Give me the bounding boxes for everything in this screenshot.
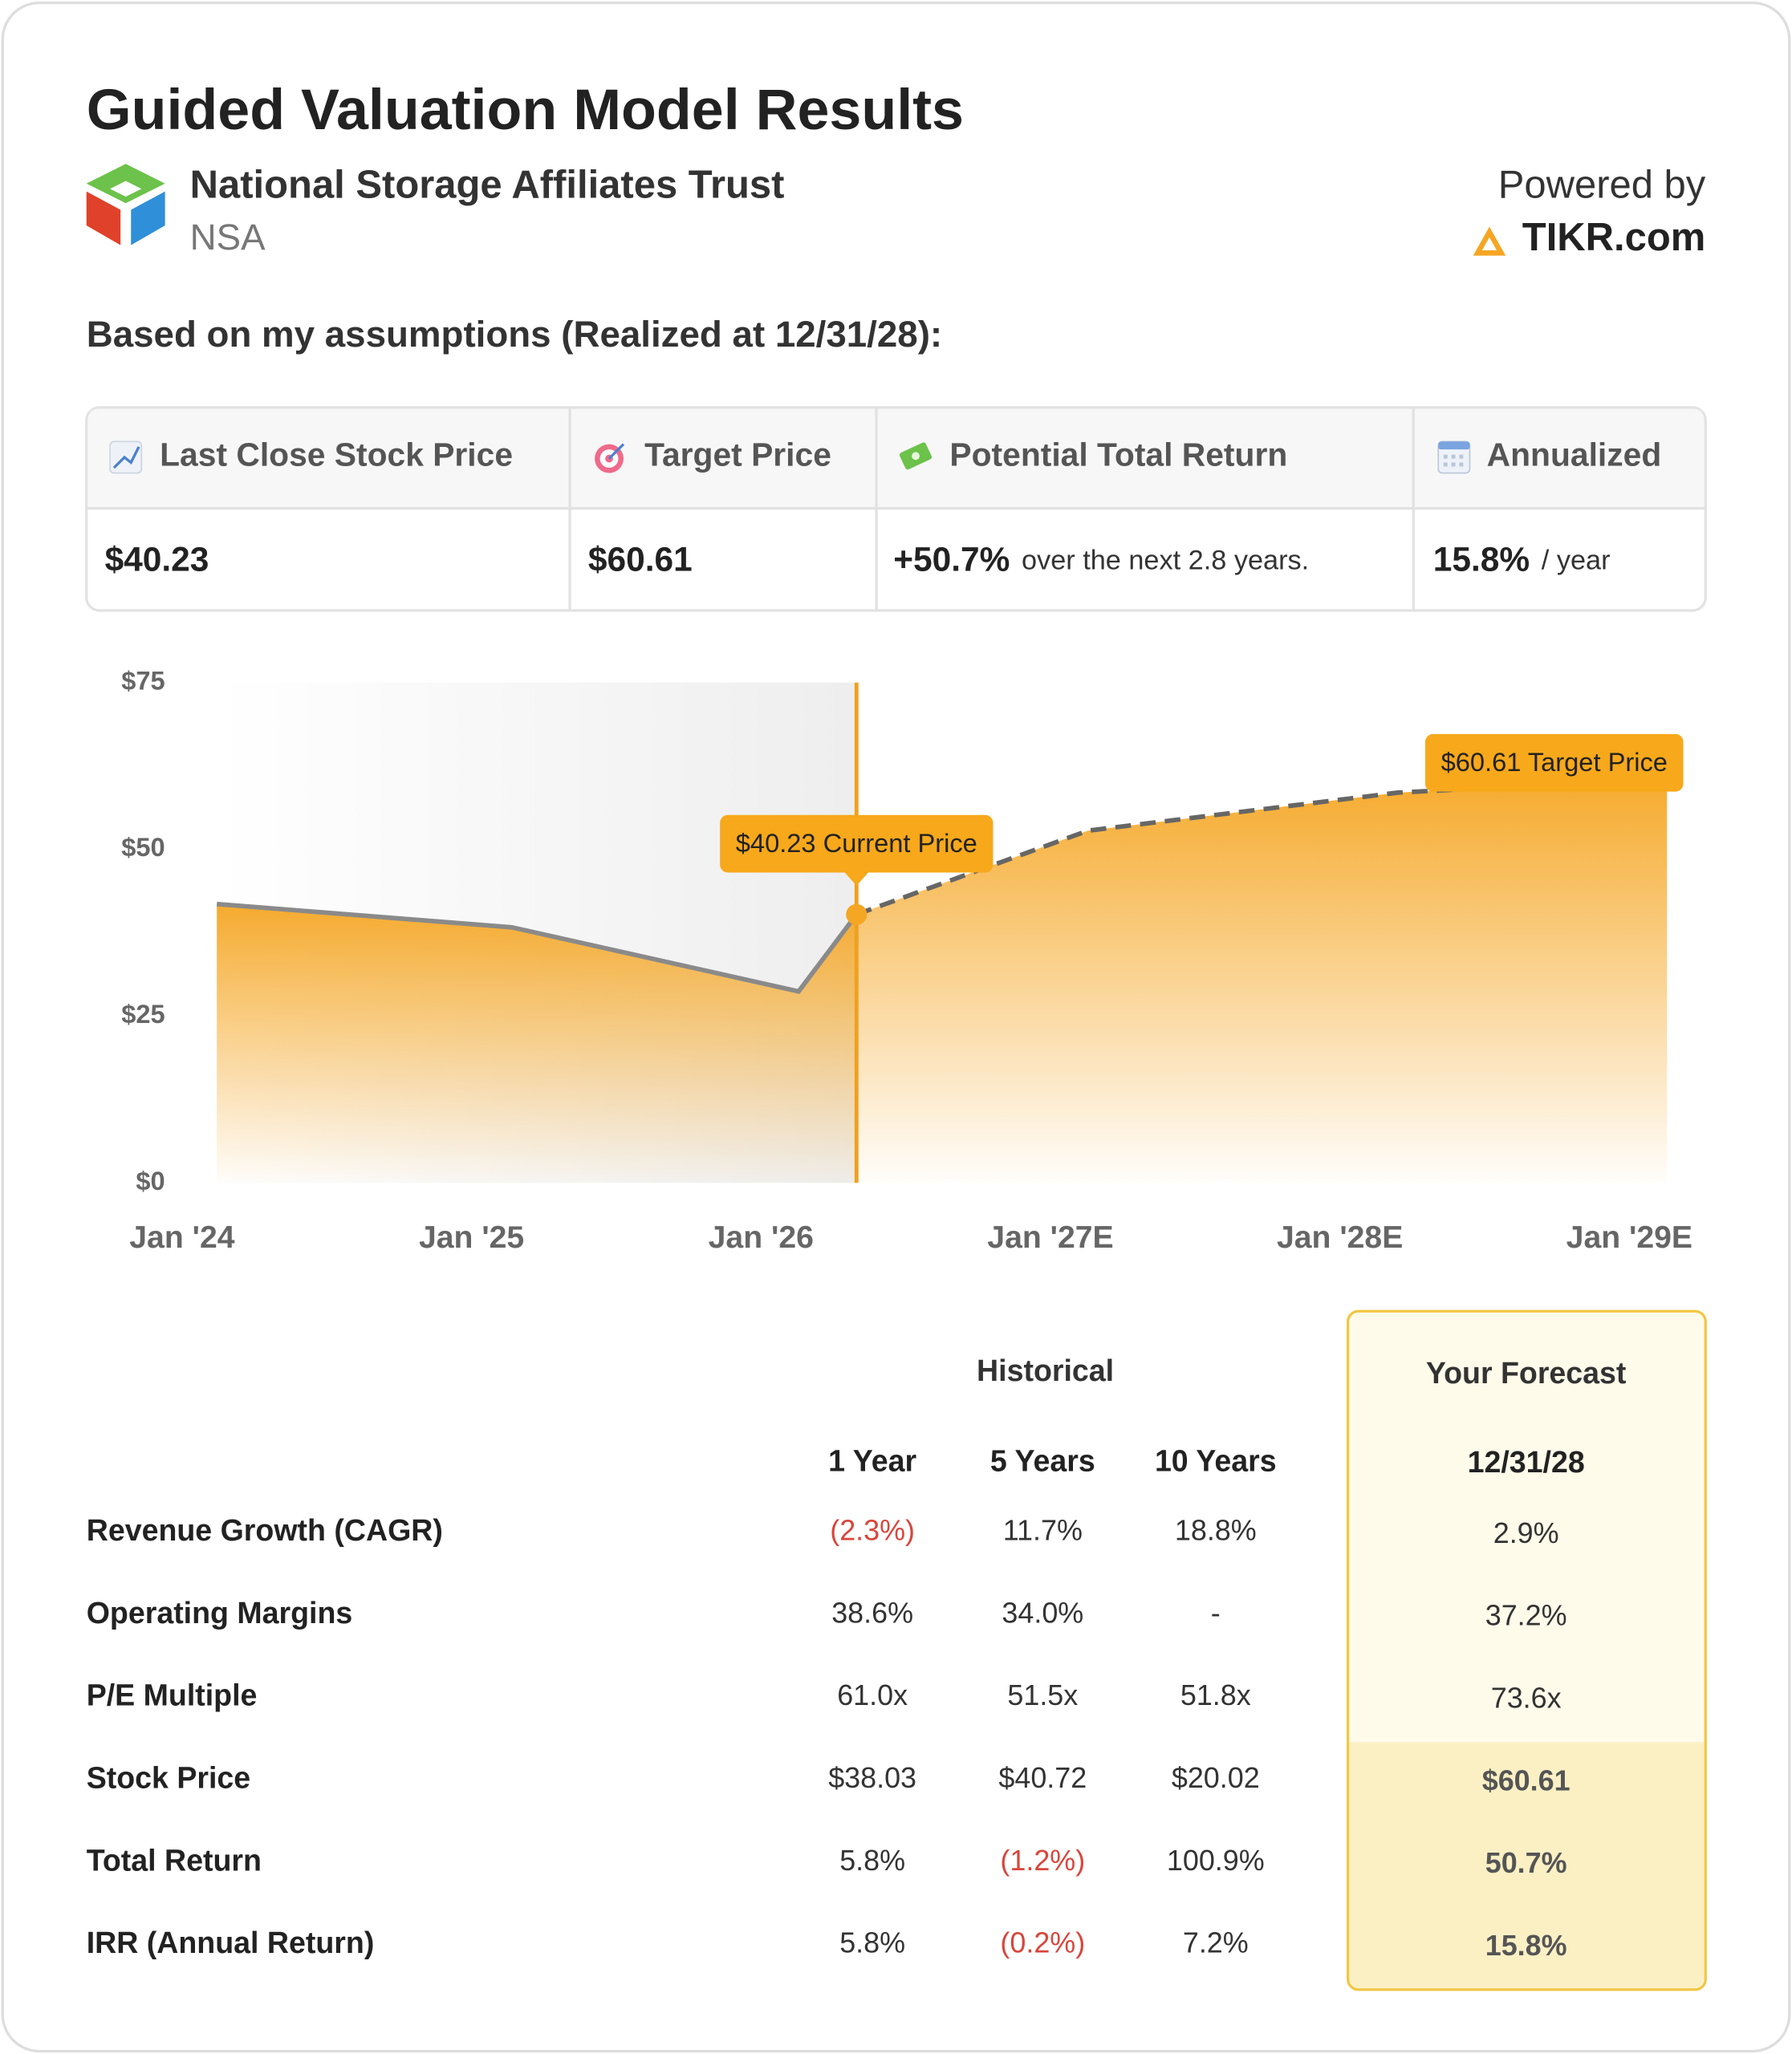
table-cell: 5.8% [839, 1926, 905, 1959]
annotation-label: $40.23 Current Price [736, 828, 977, 858]
forecast-cell: $60.61 [1482, 1764, 1571, 1796]
column-header: 1 Year [828, 1443, 916, 1477]
summary-value-line: $40.23 [105, 541, 209, 578]
y-tick-label: $25 [121, 999, 165, 1029]
table-cell: 5.8% [839, 1844, 905, 1877]
summary-header: Last Close Stock Price [160, 436, 513, 473]
row-label: P/E Multiple [87, 1679, 258, 1712]
summary-content: Last Close Stock Price $40.23 Target Price… [105, 436, 1662, 578]
column-header: 10 Years [1155, 1443, 1277, 1477]
table-cell: 100.9% [1167, 1844, 1265, 1877]
forecast-panel [1347, 1309, 1707, 1991]
table-cell: 51.5x [1007, 1679, 1078, 1711]
money-icon [899, 442, 933, 470]
table-cell: 61.0x [837, 1679, 908, 1711]
summary-value: 15.8% [1433, 541, 1530, 578]
group-header: Your Forecast [1426, 1356, 1627, 1390]
company-name: National Storage Affiliates Trust [190, 164, 785, 207]
summary-header: Annualized [1487, 436, 1662, 473]
area-fill [856, 778, 1668, 1183]
summary-value: $60.61 [588, 541, 693, 578]
row-label: Revenue Growth (CAGR) [87, 1513, 443, 1547]
annotation-label: $60.61 Target Price [1441, 747, 1668, 777]
annotation-box [1424, 733, 1684, 792]
y-tick-label: $50 [121, 832, 165, 862]
table-cell: $38.03 [828, 1761, 916, 1794]
group-header: Historical [977, 1354, 1114, 1387]
forecast-cell: 15.8% [1485, 1929, 1567, 1962]
x-tick-label: Jan '25 [419, 1220, 524, 1255]
x-tick-label: Jan '29E [1566, 1220, 1692, 1255]
table-cell: 18.8% [1175, 1514, 1257, 1547]
table-cell: $20.02 [1172, 1761, 1260, 1794]
brand-icon [1473, 226, 1506, 256]
summary-box [85, 406, 1707, 612]
summary-header: Potential Total Return [949, 436, 1287, 473]
row-label: Stock Price [87, 1761, 250, 1795]
table-cell: (1.2%) [1000, 1844, 1085, 1877]
table-cell: 7.2% [1183, 1926, 1249, 1959]
table-cell: (0.2%) [1000, 1926, 1085, 1959]
x-tick-label: Jan '24 [129, 1220, 234, 1255]
forecast-cell: 73.6x [1491, 1681, 1562, 1714]
price-chart: $0 $25 $50 $75 Jan '24 Jan '25 Jan '26 Jan '27E… [121, 665, 1692, 1254]
brand[interactable]: TIKR.com [1522, 216, 1705, 259]
x-tick-label: Jan '26 [709, 1220, 814, 1255]
table-cell: 38.6% [831, 1596, 913, 1629]
current-point [846, 903, 868, 925]
forecast-cell: 2.9% [1493, 1516, 1559, 1549]
row-label: Operating Margins [87, 1596, 353, 1630]
summary-value-line: 15.8% / year [1433, 541, 1611, 578]
price-line [216, 901, 859, 994]
company-logo [86, 164, 165, 246]
annotation-pointer [844, 872, 868, 886]
calendar-icon [1437, 440, 1471, 474]
x-tick-label: Jan '27E [987, 1220, 1113, 1255]
summary-header: Target Price [644, 436, 831, 473]
table-cell: 51.8x [1180, 1679, 1251, 1711]
summary-note: over the next 2.8 years. [1022, 546, 1309, 576]
row-label: Total Return [87, 1843, 262, 1877]
metrics-table: Historical Your Forecast 1 Year 5 Years 10 Y… [87, 1354, 1627, 1962]
forecast-cell: 50.7% [1485, 1846, 1567, 1879]
annotation-box [720, 814, 994, 873]
table-cell: $40.72 [998, 1761, 1087, 1794]
forecast-cell: 37.2% [1485, 1599, 1567, 1632]
y-tick-label: $0 [136, 1166, 165, 1195]
table-cell: 11.7% [1003, 1514, 1083, 1547]
summary-value: +50.7% [893, 541, 1010, 578]
ticker: NSA [190, 217, 266, 258]
row-label: IRR (Annual Return) [87, 1926, 375, 1959]
x-tick-label: Jan '28E [1277, 1220, 1403, 1255]
table-cell: 34.0% [1002, 1596, 1083, 1629]
y-tick-label: $75 [121, 665, 165, 695]
chart-icon [109, 440, 143, 474]
powered-by: Powered by [1498, 164, 1706, 207]
summary-value-line: $60.61 [588, 541, 693, 578]
target-icon [595, 443, 625, 473]
area-fill [217, 903, 857, 1183]
table-cell: (2.3%) [830, 1514, 915, 1547]
page-title: Guided Valuation Model Results [87, 78, 964, 142]
assumptions-heading: Based on my assumptions (Realized at 12/… [87, 314, 942, 355]
summary-value: $40.23 [105, 541, 209, 578]
summary-note: / year [1542, 546, 1611, 576]
summary-value-line: +50.7% over the next 2.8 years. [893, 541, 1309, 578]
table-cell: - [1211, 1596, 1221, 1629]
price-line [855, 776, 1668, 917]
column-header: 5 Years [990, 1443, 1095, 1477]
column-header: 12/31/28 [1468, 1445, 1585, 1479]
